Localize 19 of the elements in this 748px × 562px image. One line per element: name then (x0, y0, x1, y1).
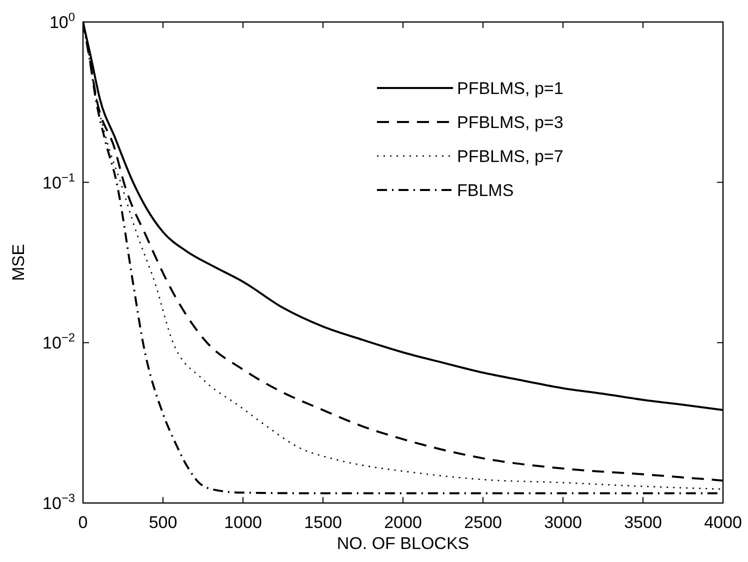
legend-label: PFBLMS, p=7 (457, 147, 564, 166)
x-tick-label: 2500 (464, 513, 502, 532)
legend-label: PFBLMS, p=1 (457, 79, 564, 98)
y-tick-label: 10$^{−3}$ (42, 491, 76, 513)
x-axis-title: NO. OF BLOCKS (336, 534, 470, 553)
x-tick-label: 2000 (384, 513, 422, 532)
y-tick-label: 10$^{−1}$ (42, 170, 76, 192)
x-tick-label: 1500 (304, 513, 342, 532)
y-tick-label: 10$^{0}$ (49, 10, 76, 32)
legend-label: PFBLMS, p=3 (457, 113, 564, 132)
x-tick-label: 4000 (704, 513, 742, 532)
x-tick-label: 1000 (224, 513, 262, 532)
legend-label: FBLMS (457, 181, 514, 200)
y-tick-label: 10$^{−2}$ (42, 330, 76, 353)
x-tick-label: 3500 (624, 513, 662, 532)
x-tick-label: 3000 (544, 513, 582, 532)
y-axis-title: MSE (9, 244, 28, 281)
x-tick-label: 500 (148, 513, 178, 532)
x-tick-label: 0 (78, 513, 88, 532)
